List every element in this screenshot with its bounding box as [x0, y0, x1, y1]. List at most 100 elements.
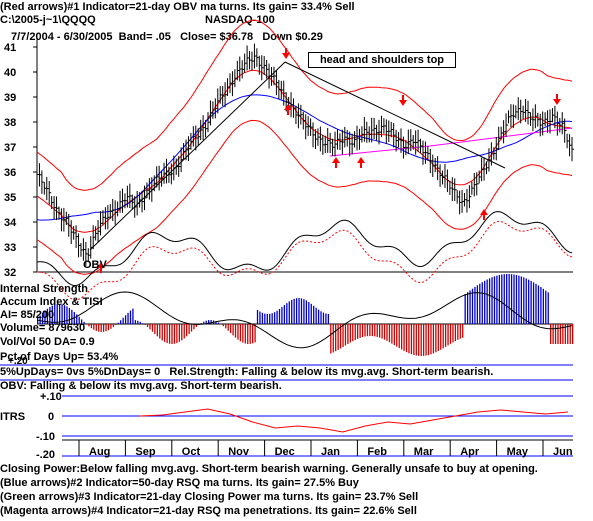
accum-bar — [41, 313, 44, 324]
accum-bar — [488, 278, 491, 324]
indicator-line-6: Pct.of Days Up= 53.4% — [0, 351, 119, 363]
accum-bar — [264, 313, 266, 324]
accum-bar — [313, 305, 315, 324]
accum-bar — [422, 324, 425, 356]
accum-bar — [564, 324, 566, 344]
red-up-arrow — [332, 157, 340, 168]
accum-bar — [315, 307, 317, 324]
accum-bar — [112, 324, 115, 328]
accum-bar — [95, 324, 97, 331]
indicator-line-8: OBV: Falling & below its mvg.avg. Short-… — [0, 380, 282, 392]
accum-bar — [391, 324, 393, 344]
accum-bar — [388, 324, 391, 343]
month-label: Nov — [228, 446, 250, 458]
accum-bar — [357, 324, 359, 339]
indicator-line-3: AI= 85/200 — [0, 309, 55, 321]
month-label: Sep — [135, 446, 155, 458]
accum-bar — [510, 274, 513, 324]
month-axis: Aug Sep Oct Nov Dec Jan Feb Mar Apr May Jun — [62, 439, 573, 458]
accum-bar — [398, 324, 400, 349]
accum-bar — [181, 324, 183, 341]
accum-bar — [452, 324, 454, 343]
accum-bar — [418, 324, 420, 356]
accum-bar — [171, 324, 173, 344]
accum-bar — [425, 324, 427, 356]
accum-bar — [567, 324, 569, 344]
accum-bar — [381, 324, 383, 339]
accum-bar — [251, 324, 254, 344]
accum-bar — [496, 275, 498, 324]
accum-bar — [300, 298, 303, 324]
accum-bar — [286, 303, 288, 324]
accum-bar — [291, 299, 293, 324]
accum-bar — [506, 274, 508, 324]
accum-bar — [127, 312, 129, 324]
month-label: Oct — [182, 446, 201, 458]
itrs-panel — [62, 395, 573, 457]
accum-bar — [557, 324, 559, 344]
accum-bar — [80, 319, 83, 324]
accum-bar — [222, 324, 224, 327]
accum-bar — [327, 313, 330, 324]
accum-bar — [459, 324, 461, 339]
accum-bar — [454, 324, 457, 342]
accum-bar — [344, 324, 347, 346]
accum-bar — [293, 298, 295, 324]
accum-bar — [339, 324, 342, 349]
accum-bar — [88, 324, 90, 327]
obv-line — [36, 211, 573, 286]
accum-bar — [134, 320, 137, 324]
accum-bar — [515, 275, 518, 324]
accum-bar — [234, 324, 237, 338]
trend-lines — [89, 61, 506, 251]
accum-bar — [71, 309, 73, 324]
accum-bar — [161, 324, 163, 341]
accum-bar — [479, 283, 481, 324]
accum-bar — [386, 324, 388, 341]
accum-bar — [332, 324, 334, 353]
rising-trendline — [89, 61, 286, 251]
accum-bar — [256, 309, 259, 324]
footer-line-3: (Green arrows)#3 Indicator=21-day Closin… — [0, 491, 419, 503]
y-tick-label: 34 — [4, 217, 17, 229]
y-tick-label: 36 — [4, 167, 16, 179]
accum-bar — [176, 324, 178, 344]
accum-bar — [208, 320, 210, 324]
accum-bar — [369, 324, 371, 337]
accum-bar — [376, 324, 378, 337]
header-line-2-left: C:\2005-j~1\QQQQ — [0, 14, 96, 26]
footer-line-1: Closing Power:Below falling mvg.avg. Sho… — [0, 463, 538, 475]
accum-bar — [469, 290, 471, 324]
accum-bar — [107, 324, 110, 331]
accum-bar — [129, 310, 132, 324]
accum-bar — [405, 324, 408, 353]
accum-bar — [518, 275, 520, 324]
accum-bar — [464, 294, 466, 324]
accum-bar — [523, 277, 525, 324]
accum-bar — [156, 324, 159, 337]
accum-bar — [330, 324, 332, 354]
accum-bar — [283, 305, 286, 324]
y-tick-label: 40 — [4, 67, 16, 79]
accum-bar — [210, 320, 212, 324]
ma50-line — [36, 94, 573, 221]
accum-bar — [247, 324, 249, 344]
accum-bar — [102, 324, 105, 332]
accum-bar — [195, 324, 198, 327]
month-label: Apr — [460, 446, 480, 458]
accum-bar — [400, 324, 403, 350]
y-tick-label: 35 — [4, 192, 16, 204]
accum-bar — [244, 324, 246, 344]
accum-bar — [146, 324, 149, 328]
accum-bar — [471, 288, 474, 324]
obv-marker-label: OBV — [83, 259, 107, 271]
accum-bar — [337, 324, 339, 350]
accum-bar — [295, 298, 298, 324]
accum-bar — [120, 320, 122, 324]
itrs-tick-zero: 0 — [48, 411, 55, 423]
accum-bar — [559, 324, 562, 344]
month-label: Aug — [89, 446, 110, 458]
accum-bar — [254, 324, 256, 343]
accum-bar — [139, 321, 141, 324]
accum-bar — [481, 282, 483, 324]
